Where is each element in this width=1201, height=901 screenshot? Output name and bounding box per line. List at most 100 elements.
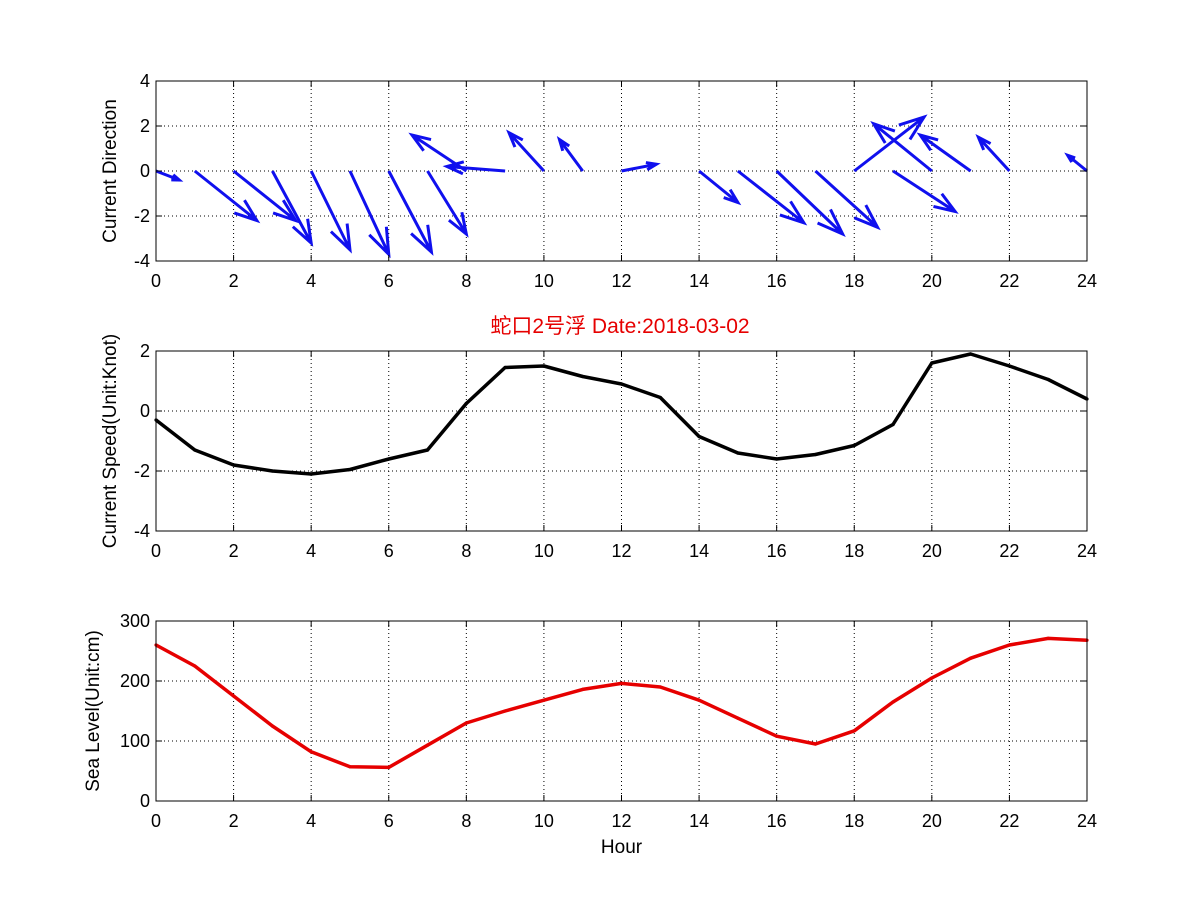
x-tick-label: 2 xyxy=(229,271,239,291)
direction-y-axis-label: Current Direction xyxy=(100,99,121,243)
sea-level-data-point xyxy=(658,685,662,689)
current-direction-arrow xyxy=(193,169,261,224)
x-tick-label: 16 xyxy=(767,541,787,561)
x-tick-label: 20 xyxy=(922,811,942,831)
sea-level-data-point xyxy=(813,742,818,746)
current-direction-arrow xyxy=(814,169,881,231)
x-tick-label: 2 xyxy=(229,541,239,561)
current-direction-arrow xyxy=(442,160,506,176)
current-direction-arrow xyxy=(916,132,972,173)
speed-data-point xyxy=(697,434,701,439)
sea-level-data-point xyxy=(891,700,895,704)
speed-data-point xyxy=(464,401,468,406)
current-direction-arrow xyxy=(155,169,184,182)
sea-level-plot-area xyxy=(156,621,1087,801)
x-tick-label: 0 xyxy=(151,811,161,831)
x-tick-label: 0 xyxy=(151,271,161,291)
x-tick-label: 8 xyxy=(461,541,471,561)
y-tick-label: 0 xyxy=(140,161,150,181)
speed-data-point xyxy=(813,452,818,457)
sea-level-data-point xyxy=(581,687,585,692)
x-tick-label: 22 xyxy=(999,811,1019,831)
sea-level-x-axis-label: Hour xyxy=(601,837,643,858)
x-tick-label: 2 xyxy=(229,811,239,831)
x-tick-label: 10 xyxy=(534,271,554,291)
current-direction-arrow xyxy=(506,129,546,173)
current-direction-arrow xyxy=(870,120,933,173)
x-tick-label: 10 xyxy=(534,811,554,831)
y-tick-label: 200 xyxy=(120,671,150,691)
y-tick-label: 2 xyxy=(140,116,150,136)
sea-level-data-point xyxy=(1046,636,1050,641)
x-tick-label: 4 xyxy=(306,271,316,291)
y-tick-label: 2 xyxy=(140,341,150,361)
x-tick-label: 22 xyxy=(999,271,1019,291)
x-tick-label: 18 xyxy=(844,541,864,561)
speed-data-point xyxy=(348,467,352,472)
sea-level-data-point xyxy=(231,694,236,698)
speed-data-point xyxy=(658,395,662,400)
speed-data-point xyxy=(852,443,856,448)
y-tick-label: 100 xyxy=(120,731,150,751)
current-direction-arrow xyxy=(698,169,742,206)
x-tick-label: 6 xyxy=(384,811,394,831)
sea-level-data-point xyxy=(969,656,973,660)
current-direction-arrow xyxy=(736,169,808,226)
sea-level-data-point xyxy=(1007,643,1012,647)
speed-data-point xyxy=(231,463,236,467)
speed-data-point xyxy=(425,448,430,452)
sea-level-data-point xyxy=(270,724,274,728)
speed-data-point xyxy=(930,361,934,365)
current-direction-arrow xyxy=(621,161,661,173)
current-direction-arrow xyxy=(348,170,391,259)
sea-level-data-point xyxy=(775,734,779,738)
x-tick-label: 6 xyxy=(384,271,394,291)
sea-level-data-point xyxy=(425,743,430,747)
speed-data-point xyxy=(503,365,507,370)
sea-level-data-point xyxy=(348,765,352,769)
y-tick-label: -4 xyxy=(134,251,150,271)
x-tick-label: 12 xyxy=(611,271,631,291)
speed-data-point xyxy=(1046,377,1050,382)
current-direction-arrow xyxy=(892,169,959,214)
x-tick-label: 14 xyxy=(689,811,709,831)
sea-level-data-point xyxy=(193,664,197,668)
current-direction-arrow xyxy=(232,169,300,224)
y-tick-label: 0 xyxy=(140,791,150,811)
speed-data-point xyxy=(775,457,779,461)
sea-level-data-point xyxy=(387,765,391,770)
speed-plot-area xyxy=(156,351,1087,531)
sea-level-data-point xyxy=(542,698,546,702)
sea-level-data-point xyxy=(736,716,740,720)
x-tick-label: 8 xyxy=(461,811,471,831)
sea-level-data-point xyxy=(697,698,701,702)
x-tick-label: 8 xyxy=(461,271,471,291)
sea-level-data-point xyxy=(619,681,624,686)
figure-title: 蛇口2号浮 Date:2018-03-02 xyxy=(490,315,749,338)
y-tick-label: 4 xyxy=(140,71,150,91)
x-tick-label: 4 xyxy=(306,541,316,561)
sea-level-data-point xyxy=(464,721,468,725)
current-direction-arrow xyxy=(975,134,1011,173)
speed-data-point xyxy=(1007,364,1012,368)
current-direction-arrow xyxy=(853,114,928,173)
speed-data-point xyxy=(542,364,546,368)
x-tick-label: 14 xyxy=(689,271,709,291)
x-tick-label: 12 xyxy=(611,811,631,831)
y-tick-label: 0 xyxy=(140,401,150,421)
speed-data-point xyxy=(969,352,973,356)
x-tick-label: 18 xyxy=(844,811,864,831)
speed-data-point xyxy=(193,448,197,452)
x-tick-label: 4 xyxy=(306,811,316,831)
y-tick-label: -4 xyxy=(134,521,150,541)
speed-data-point xyxy=(270,469,274,473)
current-direction-arrow xyxy=(271,170,314,247)
sea-level-data-point xyxy=(309,750,313,754)
sea-level-data-point xyxy=(503,709,507,713)
sea-level-data-point xyxy=(930,676,934,680)
current-direction-arrow xyxy=(309,170,352,254)
